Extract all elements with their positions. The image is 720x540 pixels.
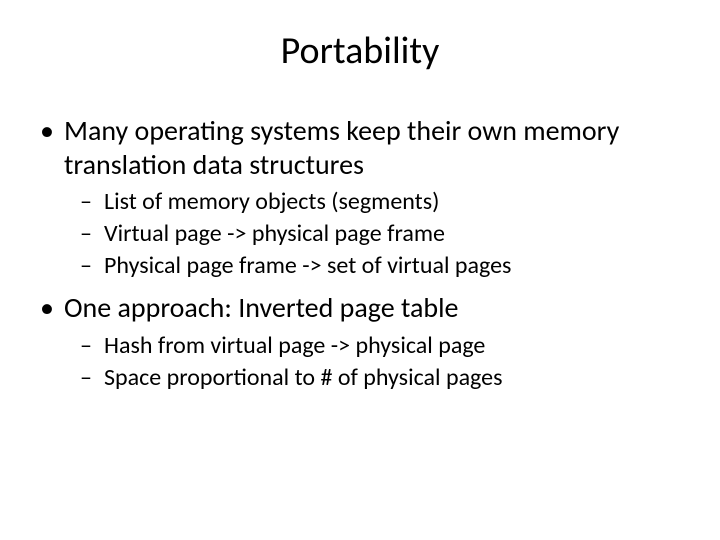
sub-bullet-item: List of memory objects (segments) xyxy=(80,187,684,217)
bullet-item: One approach: Inverted page table Hash f… xyxy=(36,291,684,393)
sub-bullet-item: Physical page frame -> set of virtual pa… xyxy=(80,251,684,281)
bullet-text: One approach: Inverted page table xyxy=(64,290,458,325)
sub-bullet-item: Virtual page -> physical page frame xyxy=(80,219,684,249)
sub-bullet-list: Hash from virtual page -> physical page … xyxy=(64,331,684,393)
bullet-text: Many operating systems keep their own me… xyxy=(64,113,619,182)
slide-title: Portability xyxy=(36,28,684,74)
sub-bullet-list: List of memory objects (segments) Virtua… xyxy=(64,187,684,281)
bullet-item: Many operating systems keep their own me… xyxy=(36,114,684,281)
sub-bullet-item: Space proportional to # of physical page… xyxy=(80,363,684,393)
sub-bullet-item: Hash from virtual page -> physical page xyxy=(80,331,684,361)
slide: Portability Many operating systems keep … xyxy=(0,0,720,540)
bullet-list: Many operating systems keep their own me… xyxy=(36,114,684,393)
